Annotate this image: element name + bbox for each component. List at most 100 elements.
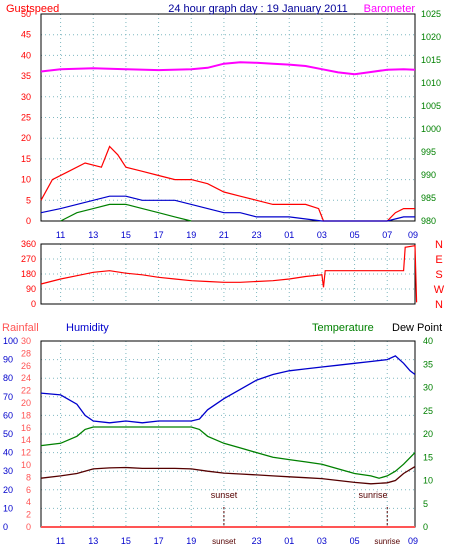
temp-ytick-label: 35 [423, 359, 433, 369]
direction-ytick-label: 90 [26, 284, 36, 294]
rain-ytick-label: 20 [21, 398, 31, 408]
temp-ytick-label: 10 [423, 476, 433, 486]
direction-ytick-label: 0 [31, 299, 36, 309]
temperature-series-1 [40, 426, 416, 479]
direction-series-0 [40, 244, 418, 303]
wind-xtick-label: 21 [219, 230, 229, 240]
rain-ytick-label: 2 [26, 510, 31, 520]
wind-xtick-label: 17 [154, 230, 164, 240]
wind-xtick-label: 11 [56, 230, 65, 240]
humidity-ytick-label: 100 [3, 336, 18, 346]
baro-ytick-label: 1025 [421, 9, 441, 19]
wind-ytick-label: 25 [21, 113, 31, 123]
rain-ytick-label: 16 [21, 423, 31, 433]
temp-ytick-label: 0 [423, 522, 428, 532]
label-layer: 0510152025303540455098098599099510001005… [3, 9, 445, 546]
rain-ytick-label: 30 [21, 336, 31, 346]
baro-ytick-label: 995 [421, 147, 436, 157]
rain-ytick-label: 6 [26, 485, 31, 495]
wind-ytick-label: 0 [26, 216, 31, 226]
wind-series-3 [40, 61, 416, 76]
humidity-ytick-label: 70 [3, 392, 13, 402]
baro-ytick-label: 980 [421, 216, 436, 226]
wind-ytick-label: 45 [21, 30, 31, 40]
legend-humidity: Humidity [66, 322, 109, 334]
barometer-title: Barometer [364, 3, 416, 15]
humidity-ytick-label: 0 [3, 522, 8, 532]
humidity-ytick-label: 40 [3, 448, 13, 458]
wind-ytick-label: 5 [26, 195, 31, 205]
rain-ytick-label: 18 [21, 410, 31, 420]
direction-panel-frame [40, 243, 416, 305]
wind-xtick-label: 23 [252, 230, 262, 240]
wind-xtick-label: 19 [186, 230, 196, 240]
temp-xtick-label: 01 [284, 536, 294, 546]
wind-panel-frame [40, 13, 416, 222]
humidity-ytick-label: 20 [3, 485, 13, 495]
temp-ytick-label: 30 [423, 383, 433, 393]
rain-ytick-label: 26 [21, 361, 31, 371]
humidity-ytick-label: 30 [3, 466, 13, 476]
baro-ytick-label: 985 [421, 193, 436, 203]
temp-ytick-label: 15 [423, 452, 433, 462]
temp-xtick-label: 19 [186, 536, 196, 546]
wind-ytick-label: 50 [21, 9, 31, 19]
humidity-ytick-label: 90 [3, 355, 13, 365]
temperature-series-0 [40, 355, 416, 424]
wind-ytick-label: 35 [21, 71, 31, 81]
wind-xtick-label: 15 [121, 230, 131, 240]
wind-ytick-label: 15 [21, 154, 31, 164]
baro-ytick-label: 1020 [421, 32, 441, 42]
baro-ytick-label: 1005 [421, 101, 441, 111]
temp-xtick-label: 17 [154, 536, 164, 546]
temp-ytick-label: 25 [423, 406, 433, 416]
temp-ytick-label: 5 [423, 499, 428, 509]
rain-ytick-label: 0 [26, 522, 31, 532]
wind-ytick-label: 20 [21, 133, 31, 143]
rain-ytick-label: 14 [21, 435, 31, 445]
grid-layer [41, 14, 415, 527]
wind-series-2 [60, 203, 192, 222]
temp-xtick-label: 03 [317, 536, 327, 546]
sunset-tick-label: sunset [212, 537, 236, 546]
humidity-ytick-label: 10 [3, 503, 13, 513]
baro-ytick-label: 1015 [421, 55, 441, 65]
humidity-ytick-label: 50 [3, 429, 13, 439]
temp-xtick-label: 05 [350, 536, 360, 546]
rain-ytick-label: 8 [26, 472, 31, 482]
direction-ytick-label: 360 [21, 239, 36, 249]
direction-compass-label: N [435, 239, 443, 251]
gustspeed-title: Gustspeed [6, 3, 59, 15]
wind-xtick-label: 01 [284, 230, 294, 240]
sunset-annotation: sunset [211, 490, 238, 500]
legend-rainfall: Rainfall [2, 322, 39, 334]
sunrise-tick-label: sunrise [374, 537, 400, 546]
direction-ytick-label: 180 [21, 269, 36, 279]
chart-title: 24 hour graph day : 19 January 2011 [168, 3, 348, 15]
rain-ytick-label: 24 [21, 373, 31, 383]
direction-compass-label: W [434, 284, 445, 296]
wind-series-0 [40, 145, 415, 222]
baro-ytick-label: 1000 [421, 124, 441, 134]
legend-temperature: Temperature [312, 322, 374, 334]
temp-ytick-label: 20 [423, 429, 433, 439]
temp-xtick-label: 13 [88, 536, 98, 546]
sunrise-annotation: sunrise [358, 490, 387, 500]
baro-ytick-label: 1010 [421, 78, 441, 88]
wind-xtick-label: 13 [88, 230, 98, 240]
rain-ytick-label: 4 [26, 497, 31, 507]
wind-xtick-label: 03 [317, 230, 327, 240]
wind-series-1 [40, 195, 415, 222]
temp-xtick-label: 15 [121, 536, 131, 546]
wind-ytick-label: 40 [21, 50, 31, 60]
rain-ytick-label: 28 [21, 348, 31, 358]
direction-compass-label: E [435, 254, 442, 266]
wind-xtick-label: 05 [350, 230, 360, 240]
direction-ytick-label: 270 [21, 254, 36, 264]
direction-compass-label: N [435, 299, 443, 311]
temperature-series-2 [40, 466, 416, 485]
rain-ytick-label: 12 [21, 448, 31, 458]
humidity-ytick-label: 80 [3, 373, 13, 383]
wind-xtick-label: 07 [382, 230, 392, 240]
temp-xtick-label: 23 [252, 536, 262, 546]
